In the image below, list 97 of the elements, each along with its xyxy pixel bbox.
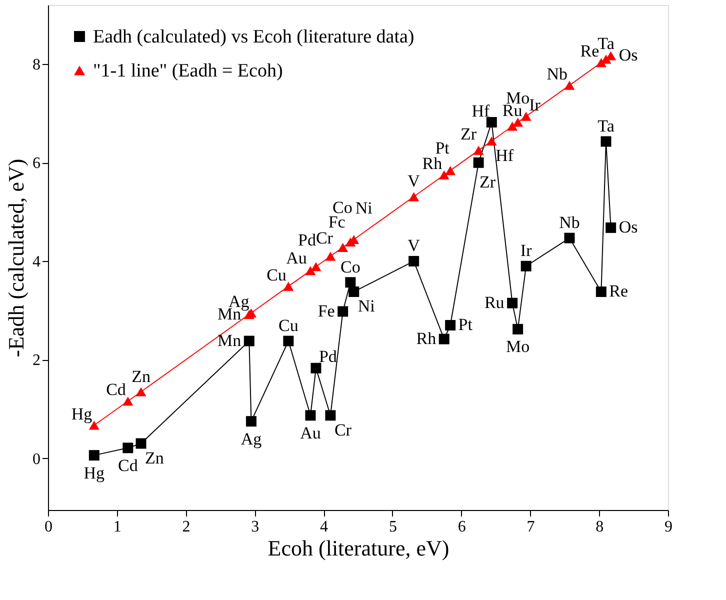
x-tick-label: 3 bbox=[251, 518, 260, 536]
point bbox=[338, 242, 348, 252]
x-tick-label: 1 bbox=[113, 518, 122, 536]
point bbox=[600, 136, 612, 147]
point bbox=[283, 282, 294, 291]
annotation: Cd bbox=[106, 380, 126, 400]
y-tick-label: 2 bbox=[32, 352, 40, 370]
point bbox=[438, 334, 450, 344]
point bbox=[122, 396, 134, 406]
annotation: Rh bbox=[416, 329, 437, 348]
x-tick-label: 0 bbox=[44, 518, 52, 536]
annotation: Ag bbox=[240, 429, 262, 448]
annotation: Ir bbox=[529, 95, 541, 114]
point bbox=[345, 277, 356, 288]
point bbox=[507, 298, 518, 308]
annotation: Hg bbox=[71, 404, 93, 424]
annotation: Pd bbox=[298, 230, 316, 250]
point bbox=[310, 262, 322, 272]
point bbox=[564, 80, 575, 90]
y-tick-label: 8 bbox=[32, 56, 40, 74]
annotation: Hf bbox=[472, 101, 490, 120]
point bbox=[445, 166, 456, 176]
annotation: Os bbox=[618, 218, 638, 237]
annotation: Re bbox=[609, 282, 628, 301]
annotation: Hg bbox=[84, 463, 106, 482]
point bbox=[512, 118, 524, 127]
annotation: Ni bbox=[358, 296, 376, 316]
annotation: Cr bbox=[334, 420, 352, 440]
point bbox=[520, 260, 532, 272]
x-tick-label: 4 bbox=[320, 518, 328, 536]
annotation: Mn bbox=[218, 331, 242, 350]
point bbox=[122, 442, 134, 454]
point bbox=[338, 306, 348, 317]
point bbox=[408, 256, 420, 266]
point bbox=[246, 416, 256, 427]
annotation: Ru bbox=[484, 293, 505, 312]
point bbox=[520, 112, 532, 121]
y-tick-label: 6 bbox=[32, 155, 40, 172]
point bbox=[325, 410, 336, 421]
point bbox=[486, 117, 497, 128]
annotation: Re bbox=[580, 42, 600, 61]
point bbox=[244, 336, 254, 346]
x-axis-title: Ecoh (literature, eV) bbox=[268, 536, 450, 560]
point bbox=[136, 438, 146, 449]
annotation: Cu bbox=[278, 316, 299, 336]
point bbox=[512, 324, 524, 334]
annotation: Cu bbox=[266, 265, 287, 284]
annotation: Au bbox=[300, 423, 322, 442]
point bbox=[596, 286, 606, 297]
point bbox=[486, 136, 497, 146]
point bbox=[438, 170, 450, 180]
point bbox=[445, 320, 456, 330]
x-tick-label: 7 bbox=[526, 518, 535, 536]
annotation: V bbox=[408, 236, 421, 256]
annotation: Nb bbox=[559, 213, 580, 232]
point bbox=[88, 450, 100, 461]
x-tick-label: 8 bbox=[596, 518, 604, 536]
annotation: Nb bbox=[546, 64, 568, 84]
point bbox=[310, 362, 322, 374]
annotation: Fe bbox=[318, 301, 335, 320]
point bbox=[606, 222, 616, 233]
annotation: Ir bbox=[520, 241, 532, 260]
point bbox=[325, 252, 336, 261]
annotation: Co bbox=[340, 257, 360, 276]
annotation: Ni bbox=[355, 198, 373, 218]
point bbox=[305, 266, 316, 276]
legend-label: Eadh (calculated) vs Ecoh (literature data) bbox=[93, 26, 414, 48]
x-tick-label: 2 bbox=[182, 518, 190, 536]
y-tick-label: 4 bbox=[32, 254, 40, 271]
annotation: Os bbox=[618, 46, 638, 65]
annotation: Zn bbox=[145, 448, 164, 468]
annotation: Pt bbox=[458, 315, 473, 334]
x-tick-label: 5 bbox=[388, 518, 397, 536]
point bbox=[348, 286, 360, 297]
annotation: Ta bbox=[598, 116, 615, 136]
point bbox=[136, 387, 146, 396]
annotation: Ta bbox=[598, 34, 615, 54]
y-axis-title: -Eadh (calculated, eV) bbox=[4, 158, 28, 358]
point bbox=[564, 232, 575, 244]
annotation: Hf bbox=[496, 146, 514, 165]
point bbox=[408, 192, 420, 202]
x-tick-label: 9 bbox=[664, 518, 672, 536]
annotation: Zr bbox=[480, 172, 496, 192]
y-tick-label: 0 bbox=[32, 450, 40, 468]
annotation: Zr bbox=[460, 124, 477, 144]
point bbox=[305, 410, 316, 421]
annotation: Mo bbox=[506, 337, 530, 356]
point bbox=[473, 157, 484, 168]
annotation: Au bbox=[286, 248, 308, 268]
point bbox=[283, 336, 294, 346]
point bbox=[473, 146, 484, 155]
annotation: Pd bbox=[318, 347, 338, 366]
annotation: V bbox=[408, 172, 421, 191]
annotation: Zn bbox=[132, 366, 151, 386]
annotation: Cd bbox=[118, 456, 138, 475]
legend-label: "1-1 line" (Eadh = Ecoh) bbox=[93, 60, 283, 82]
x-tick-label: 6 bbox=[458, 518, 466, 536]
